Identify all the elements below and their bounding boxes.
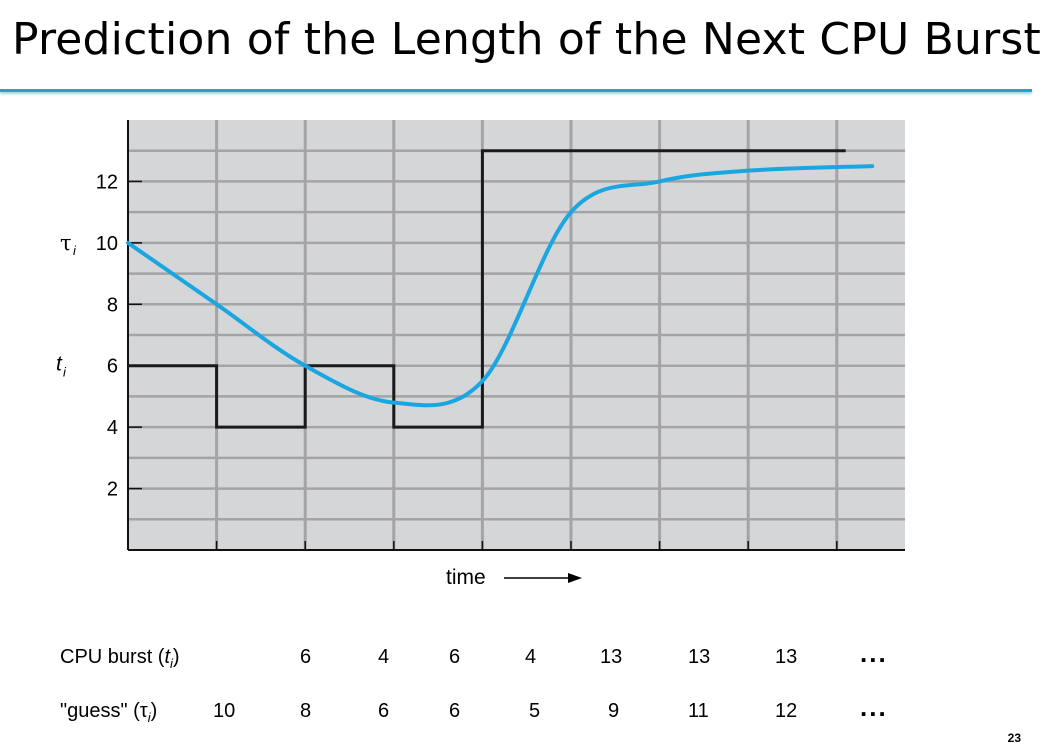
guess-value: 10 <box>213 700 236 722</box>
guess-label-text: "guess" ( <box>60 700 140 722</box>
burst-value: 4 <box>525 646 537 668</box>
burst-label-text: CPU burst ( <box>60 646 165 668</box>
guess-value: 11 <box>688 700 709 722</box>
cpu-burst-step-line <box>128 149 846 429</box>
guess-prediction-curve <box>126 164 875 408</box>
guess-label-var: τ <box>139 700 148 722</box>
burst-label-var: t <box>164 646 171 668</box>
y-axis-labels: τ it i <box>56 231 77 380</box>
guess-label-end: ) <box>150 700 158 722</box>
page-number: 23 <box>1007 731 1021 745</box>
tau-axis-subscript: i <box>73 243 77 258</box>
guess-value: 12 <box>775 700 798 722</box>
y-tick-label: 12 <box>96 171 118 193</box>
y-tick-label: 2 <box>107 479 118 501</box>
y-tick-label: 4 <box>107 417 118 439</box>
time-arrow-head <box>568 573 582 583</box>
y-tick-label: 6 <box>107 356 118 378</box>
burst-value: 6 <box>449 646 461 668</box>
burst-label-end: ) <box>172 646 180 668</box>
title-underline <box>0 89 1032 92</box>
x-axis-title: time <box>446 566 486 589</box>
t-axis-subscript: i <box>63 365 67 380</box>
tau-axis-label: τ <box>60 231 72 255</box>
t-axis-label: t <box>56 353 63 376</box>
burst-value: 13 <box>775 646 798 668</box>
y-axis-ticks: 2 4 6 8 10 12 <box>96 171 142 501</box>
guess-ellipsis: ... <box>860 692 888 722</box>
burst-ellipsis: ... <box>860 638 888 668</box>
guess-label-sub: i <box>147 710 151 725</box>
burst-value: 13 <box>600 646 623 668</box>
guess-value: 8 <box>300 700 312 722</box>
guess-value: 6 <box>449 700 461 722</box>
burst-value: 6 <box>300 646 312 668</box>
slide-title: Prediction of the Length of the Next CPU… <box>12 14 1041 65</box>
y-tick-label: 8 <box>107 294 118 316</box>
series-group <box>126 149 875 429</box>
guess-row-label: "guess" (τi) <box>60 700 157 725</box>
y-tick-label: 10 <box>96 233 118 255</box>
axis-frame <box>127 120 905 551</box>
burst-row-label: CPU burst (ti) <box>60 646 180 671</box>
x-axis-label: time <box>446 566 582 589</box>
guess-value: 9 <box>608 700 620 722</box>
burst-value: 13 <box>688 646 711 668</box>
guess-value: 5 <box>529 700 541 722</box>
burst-label-sub: i <box>170 656 173 671</box>
burst-value: 4 <box>378 646 390 668</box>
guess-value: 6 <box>378 700 390 722</box>
